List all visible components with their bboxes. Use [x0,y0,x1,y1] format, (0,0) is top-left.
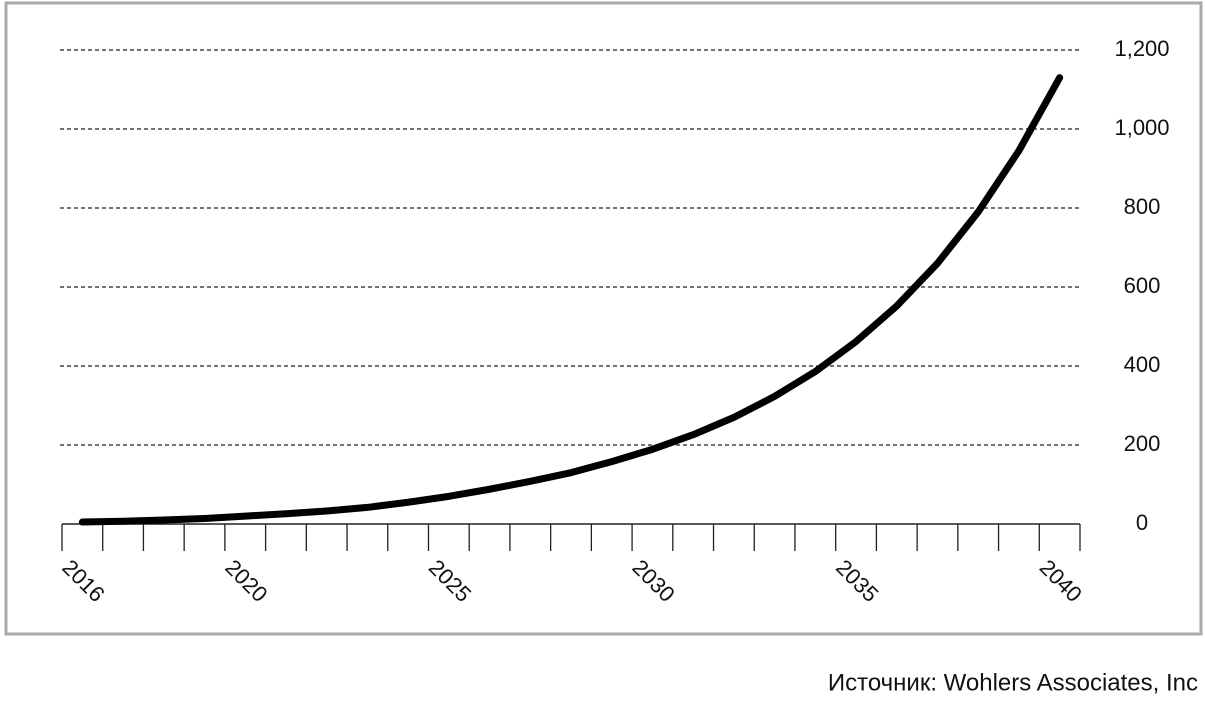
x-tick-label: 2035 [831,555,883,607]
y-tick-label: 0 [1136,510,1148,535]
data-line [78,74,1064,526]
y-tick-label: 600 [1124,273,1161,298]
y-tick-label: 1,000 [1114,115,1169,140]
y-tick-label: 800 [1124,194,1161,219]
x-tick-label: 2016 [57,555,109,607]
y-tick-label: 400 [1124,352,1161,377]
y-tick-label: 1,200 [1114,36,1169,61]
x-tick-label: 2030 [627,555,679,607]
x-tick-label: 2020 [220,555,272,607]
source-note: Источник: Wohlers Associates, Inc [828,669,1198,696]
chart-frame [4,1,1203,636]
x-tick-label: 2025 [424,555,476,607]
y-tick-label: 200 [1124,431,1161,456]
x-tick-label: 2040 [1035,555,1087,607]
